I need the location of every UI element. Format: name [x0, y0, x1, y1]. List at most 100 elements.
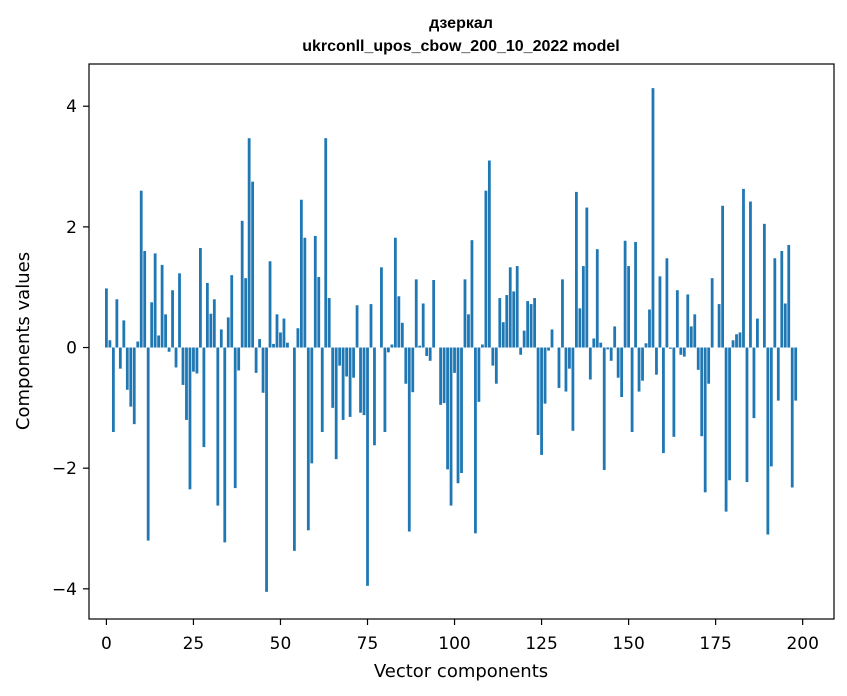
bar-192	[773, 258, 777, 348]
bar-131	[561, 279, 564, 348]
bar-68	[341, 347, 345, 420]
bar-99	[449, 347, 453, 506]
bar-46	[265, 347, 268, 592]
bar-24	[188, 347, 192, 490]
bar-168	[689, 326, 693, 348]
y-tick-label: 2	[66, 218, 77, 238]
bar-174	[710, 278, 714, 348]
chart-title-line-1: дзеркал	[429, 15, 493, 32]
x-tick-label: 150	[612, 634, 644, 654]
bar-165	[679, 347, 683, 355]
bar-69	[345, 347, 349, 377]
bar-185	[749, 201, 752, 348]
bar-30	[209, 313, 213, 348]
x-tick-label: 75	[357, 634, 379, 654]
bar-93	[428, 347, 432, 361]
bar-90	[418, 345, 422, 348]
bar-124	[536, 347, 540, 435]
bar-9	[136, 341, 140, 348]
bar-50	[279, 332, 282, 348]
bar-111	[491, 347, 495, 366]
bar-45	[261, 347, 265, 393]
bar-4	[118, 347, 122, 369]
bar-91	[421, 303, 425, 348]
bar-120	[522, 330, 526, 348]
bar-126	[543, 347, 547, 404]
bar-87	[407, 347, 411, 532]
bar-106	[474, 347, 477, 534]
bar-118	[515, 266, 519, 348]
bar-60	[313, 235, 317, 348]
bar-139	[588, 347, 592, 380]
bar-63	[324, 138, 328, 348]
bar-84	[397, 296, 401, 348]
bar-166	[682, 347, 686, 357]
bar-181	[735, 334, 738, 348]
bar-154	[641, 347, 644, 381]
bar-34	[223, 347, 227, 543]
bar-145	[609, 347, 613, 361]
bar-142	[599, 342, 603, 348]
bar-26	[195, 347, 199, 374]
bar-133	[568, 347, 571, 369]
bar-29	[205, 282, 209, 348]
bar-71	[352, 347, 355, 378]
bar-180	[731, 340, 735, 348]
bar-150	[627, 266, 630, 348]
bar-173	[707, 347, 711, 384]
bar-36	[230, 275, 234, 348]
bar-38	[237, 347, 241, 371]
bar-172	[703, 347, 707, 493]
bar-176	[717, 304, 721, 348]
bar-66	[334, 347, 338, 460]
bar-8	[132, 347, 136, 425]
bar-100	[453, 347, 456, 373]
bar-108	[481, 344, 484, 348]
bar-116	[508, 267, 512, 348]
bar-77	[373, 347, 376, 446]
bar-56	[299, 199, 303, 348]
bar-13	[150, 302, 154, 348]
bar-107	[477, 347, 481, 402]
bar-67	[338, 347, 342, 366]
bar-51	[282, 318, 286, 348]
bar-5	[122, 320, 126, 348]
bar-189	[762, 223, 766, 348]
bar-40	[244, 278, 248, 348]
bar-121	[526, 301, 530, 348]
y-tick-label: −4	[52, 580, 77, 600]
x-tick-label: 0	[101, 634, 112, 654]
x-tick-label: 100	[438, 634, 470, 654]
y-axis-ticks: −4 −2 0 2 4	[52, 97, 89, 600]
bar-21	[178, 273, 181, 348]
bar-19	[171, 290, 174, 348]
bar-155	[644, 343, 648, 348]
bar-197	[790, 347, 794, 488]
bar-179	[728, 347, 731, 481]
bar-113	[498, 298, 502, 348]
bar-79	[380, 267, 383, 348]
bar-55	[296, 328, 300, 348]
bar-98	[446, 347, 449, 470]
bar-143	[602, 347, 606, 470]
bar-157	[651, 88, 655, 348]
bar-28	[202, 347, 206, 448]
bar-193	[776, 347, 780, 401]
bar-114	[501, 322, 505, 348]
bar-149	[623, 240, 627, 348]
bar-25	[192, 347, 195, 372]
bar-27	[199, 247, 202, 348]
bar-64	[327, 298, 331, 348]
y-tick-label: 0	[66, 339, 77, 359]
bar-153	[637, 347, 641, 392]
bar-137	[581, 266, 585, 348]
bar-76	[369, 304, 373, 348]
bar-187	[756, 318, 759, 348]
bar-184	[745, 347, 749, 483]
bar-156	[648, 309, 651, 348]
bar-94	[432, 279, 436, 348]
bar-49	[275, 314, 279, 348]
bar-11	[143, 251, 147, 348]
bar-158	[655, 347, 658, 375]
bar-122	[529, 304, 533, 348]
